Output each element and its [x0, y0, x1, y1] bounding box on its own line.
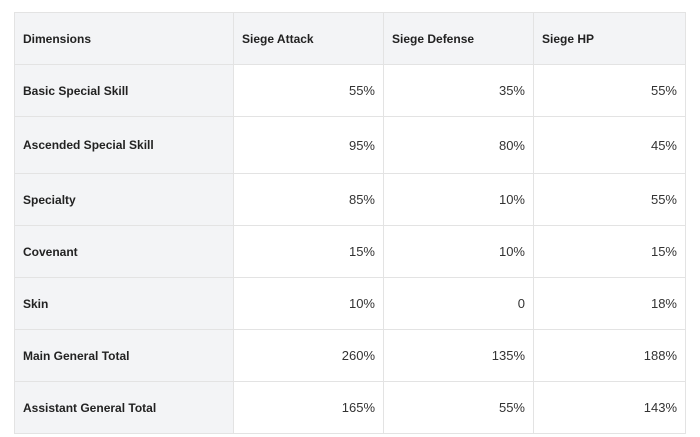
table-row: Covenant 15% 10% 15%	[14, 225, 686, 278]
table-row: Skin 10% 0 18%	[14, 277, 686, 330]
table-cell: 188%	[533, 329, 686, 382]
column-header: Siege HP	[533, 12, 686, 65]
table-cell: 0	[383, 277, 534, 330]
table-row: Assistant General Total 165% 55% 143%	[14, 381, 686, 434]
header-row: Dimensions Siege Attack Siege Defense Si…	[14, 12, 686, 65]
row-label: Assistant General Total	[14, 381, 234, 434]
row-label: Specialty	[14, 173, 234, 226]
table-row: Main General Total 260% 135% 188%	[14, 329, 686, 382]
table-cell: 35%	[383, 64, 534, 117]
table-row: Basic Special Skill 55% 35% 55%	[14, 64, 686, 117]
column-header: Dimensions	[14, 12, 234, 65]
table-cell: 95%	[233, 116, 384, 174]
row-label: Main General Total	[14, 329, 234, 382]
table-row: Ascended Special Skill 95% 80% 45%	[14, 116, 686, 174]
table-cell: 260%	[233, 329, 384, 382]
table-cell: 55%	[533, 64, 686, 117]
row-label: Covenant	[14, 225, 234, 278]
table-cell: 55%	[233, 64, 384, 117]
table-cell: 55%	[533, 173, 686, 226]
siege-stats-table: Dimensions Siege Attack Siege Defense Si…	[14, 12, 686, 434]
row-label: Basic Special Skill	[14, 64, 234, 117]
table-cell: 135%	[383, 329, 534, 382]
table-cell: 15%	[233, 225, 384, 278]
table-cell: 55%	[383, 381, 534, 434]
table-row: Specialty 85% 10% 55%	[14, 173, 686, 226]
table-cell: 10%	[233, 277, 384, 330]
table-cell: 165%	[233, 381, 384, 434]
table-cell: 143%	[533, 381, 686, 434]
row-label: Ascended Special Skill	[14, 116, 234, 174]
table-cell: 10%	[383, 173, 534, 226]
column-header: Siege Attack	[233, 12, 384, 65]
table-cell: 15%	[533, 225, 686, 278]
table-cell: 10%	[383, 225, 534, 278]
table-cell: 85%	[233, 173, 384, 226]
table-cell: 80%	[383, 116, 534, 174]
data-table-container: Dimensions Siege Attack Siege Defense Si…	[14, 12, 686, 434]
table-cell: 18%	[533, 277, 686, 330]
column-header: Siege Defense	[383, 12, 534, 65]
table-cell: 45%	[533, 116, 686, 174]
row-label: Skin	[14, 277, 234, 330]
